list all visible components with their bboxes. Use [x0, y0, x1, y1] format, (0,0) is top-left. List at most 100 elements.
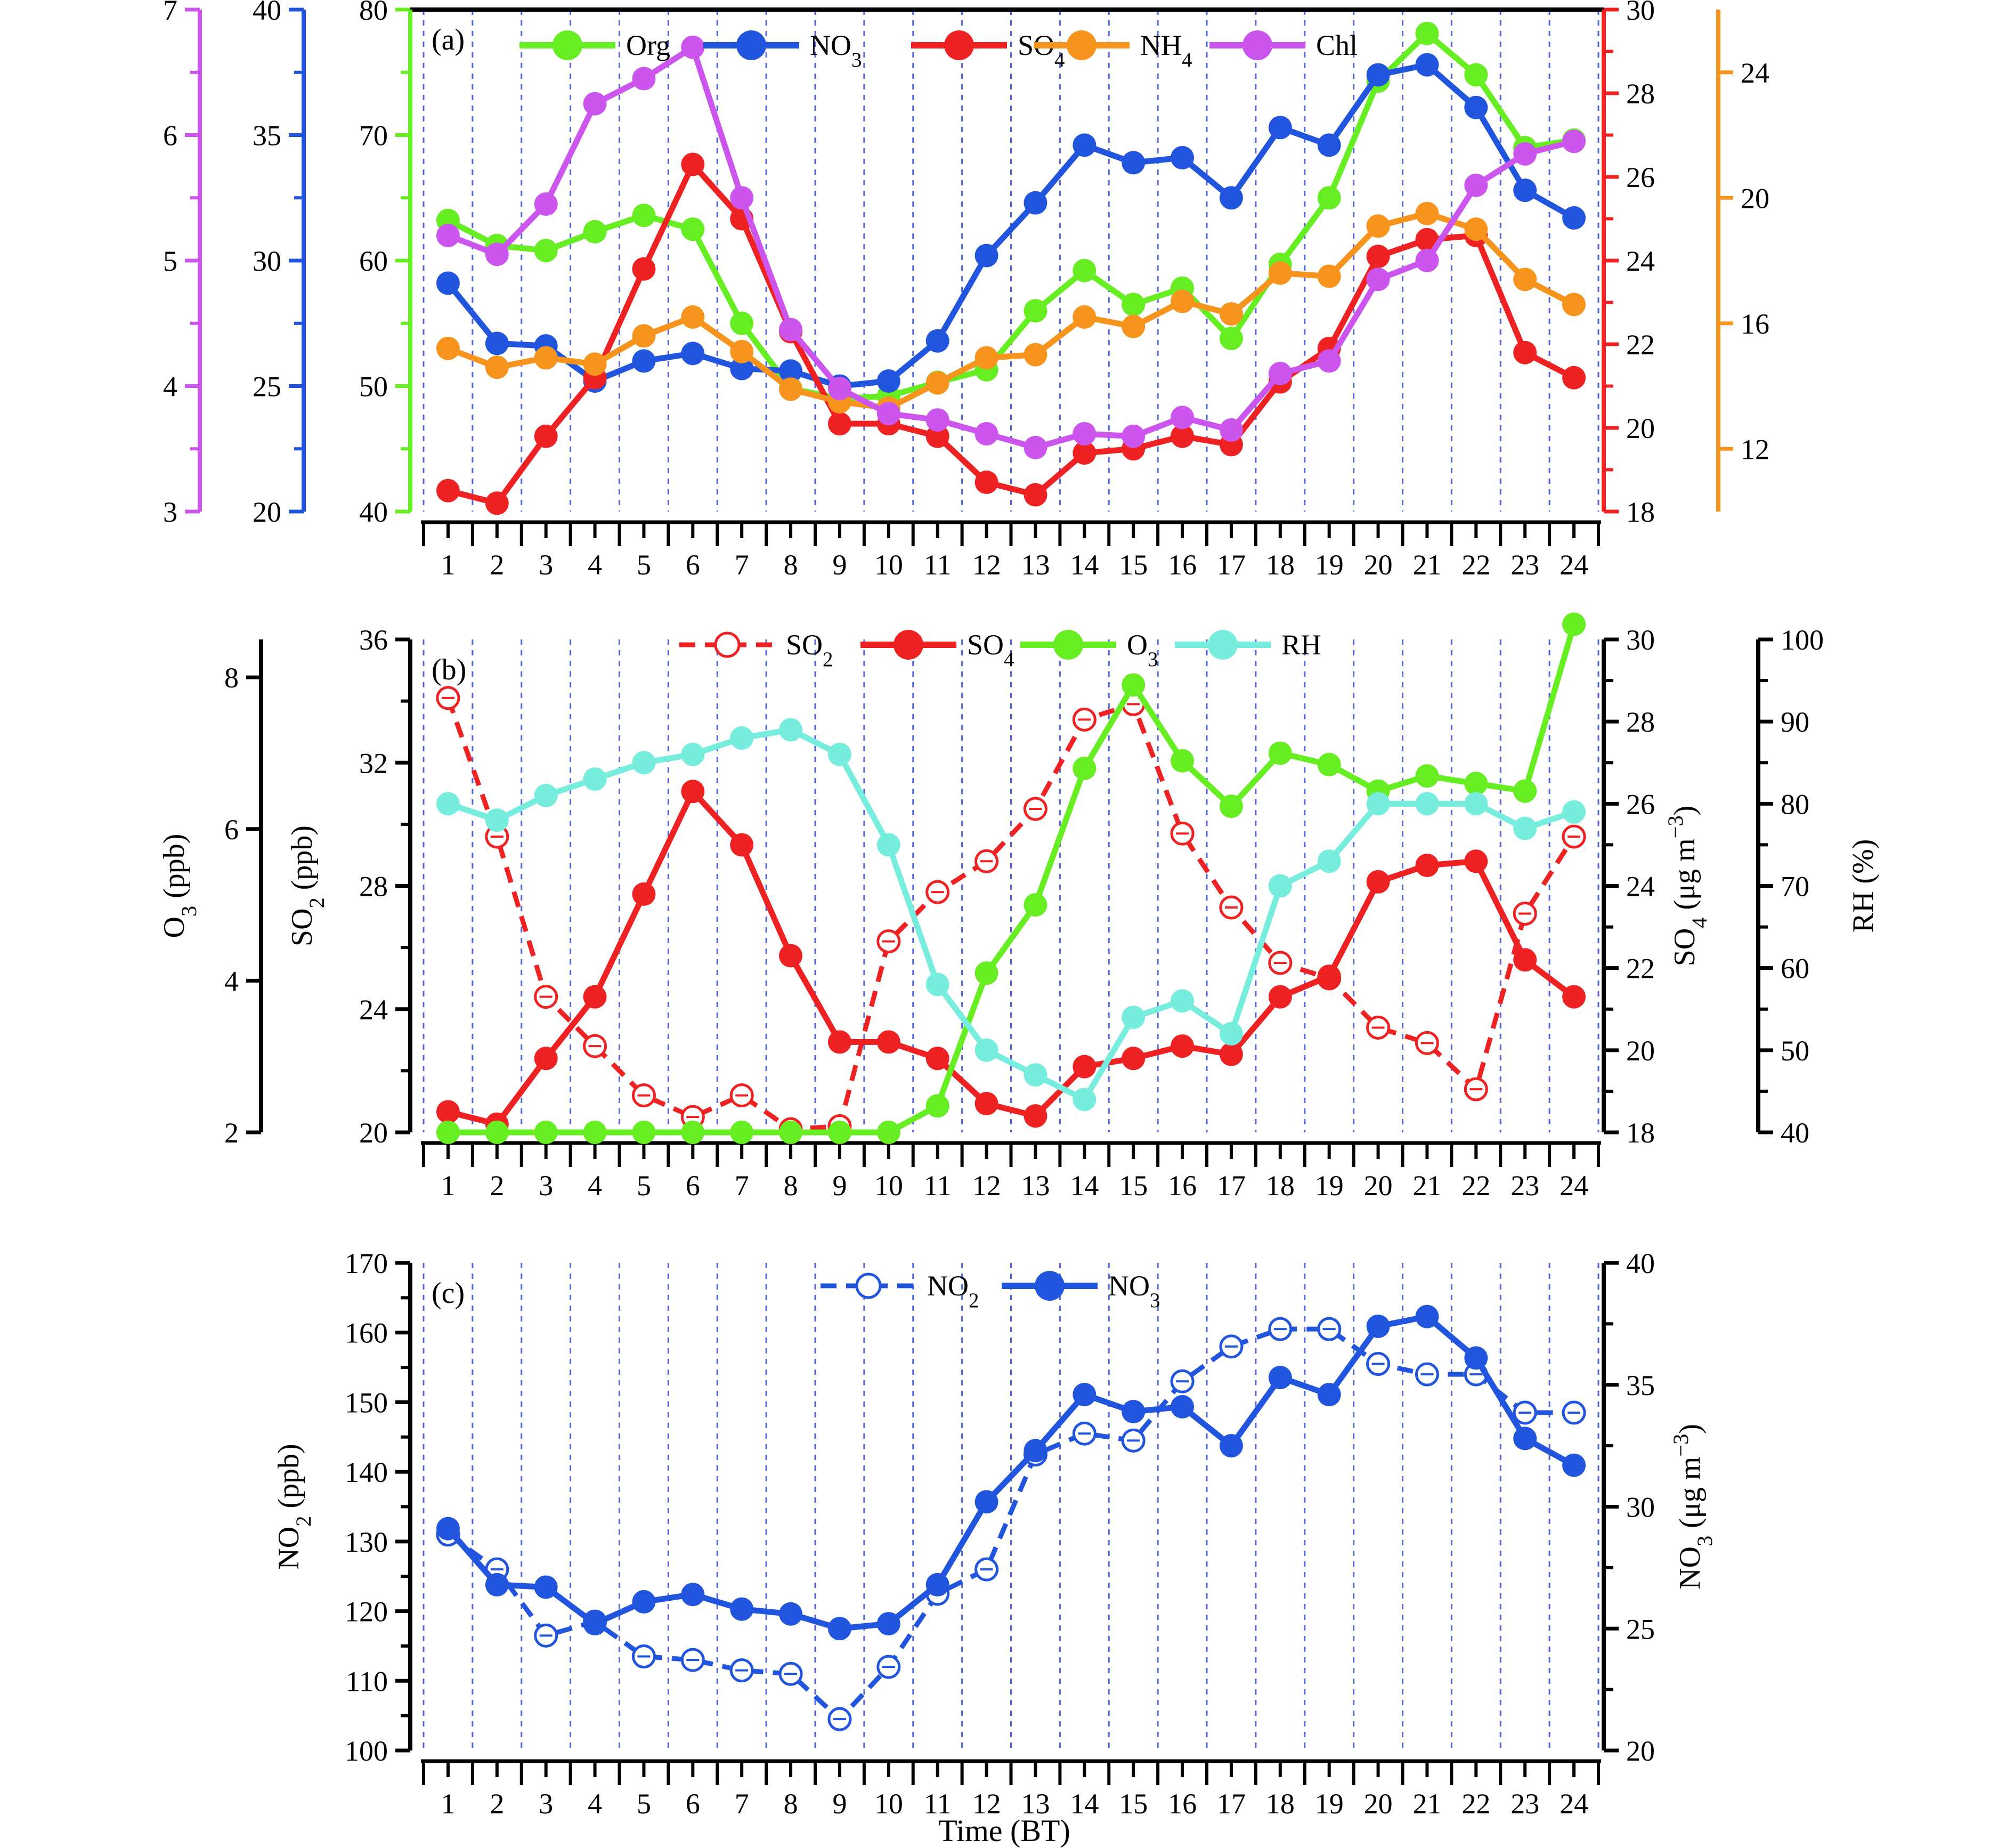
data-point-so4: [1171, 424, 1195, 448]
x-tick-label: 12: [972, 1788, 1001, 1820]
data-point-no3: [583, 1612, 607, 1636]
x-tick-label: 7: [735, 549, 749, 581]
x-tick-label: 16: [1168, 1788, 1197, 1820]
legend-marker: [1208, 630, 1238, 660]
x-tick-label: 21: [1412, 1170, 1441, 1202]
x-tick-label: 17: [1217, 1788, 1246, 1820]
data-point-rh: [436, 792, 460, 816]
data-point-org: [583, 220, 607, 244]
data-point-so4: [925, 1047, 949, 1071]
panel-label: (b): [432, 653, 466, 686]
so4-tick-label: 30: [1626, 0, 1655, 26]
data-point-rh: [1122, 1006, 1146, 1030]
data-point-so4: [1366, 870, 1390, 894]
data-point-chl: [1024, 435, 1047, 459]
rh-tick-label: 40: [1781, 1117, 1809, 1149]
data-point-so4: [583, 985, 607, 1009]
data-point-so4: [632, 257, 656, 281]
data-point-no3: [1122, 1400, 1146, 1424]
data-point-so4: [1073, 441, 1097, 465]
x-tick-label: 16: [1168, 549, 1197, 581]
x-tick-label: 13: [1021, 1170, 1050, 1202]
x-tick-label: 8: [784, 1788, 798, 1820]
data-point-no3: [1219, 186, 1243, 210]
x-tick-label: 17: [1217, 1170, 1246, 1202]
data-point-nh4: [681, 305, 705, 329]
data-point-chl: [485, 242, 509, 266]
chl-tick-label: 7: [163, 0, 177, 26]
legend-marker: [553, 30, 582, 60]
data-point-o3: [681, 1121, 705, 1144]
x-tick-label: 23: [1510, 1788, 1539, 1820]
x-tick-label: 11: [924, 1170, 952, 1202]
data-point-so4: [1073, 1055, 1097, 1079]
data-point-no3: [1171, 1395, 1195, 1419]
data-point-org: [1122, 293, 1146, 317]
o3-tick-label: 4: [224, 965, 239, 997]
data-point-so4: [779, 944, 803, 968]
data-point-o3: [1219, 795, 1243, 818]
legend-label: Org: [626, 29, 670, 61]
so4b-axis-label: SO4 (μg m−3): [1663, 806, 1711, 967]
data-point-o3: [485, 1121, 509, 1144]
data-point-chl: [534, 192, 558, 216]
x-tick-label: 13: [1021, 1788, 1050, 1820]
data-point-org: [534, 239, 558, 263]
data-point-org: [1415, 21, 1439, 45]
data-point-chl: [1122, 424, 1146, 448]
data-point-o3: [1317, 752, 1341, 776]
nh4-tick-label: 16: [1741, 308, 1769, 340]
data-point-rh: [632, 751, 656, 775]
x-tick-label: 24: [1560, 549, 1588, 581]
data-point-nh4: [730, 339, 754, 363]
data-point-no3: [632, 349, 656, 373]
legend-marker: [1067, 30, 1097, 60]
no2-tick-label: 110: [346, 1665, 388, 1697]
legend-marker: [944, 30, 974, 60]
data-point-nh4: [1268, 261, 1292, 285]
x-tick-label: 19: [1315, 1170, 1344, 1202]
so2-tick-label: 24: [359, 994, 388, 1026]
x-tick-label: 5: [637, 549, 651, 581]
data-point-chl: [974, 422, 998, 445]
data-point-no3: [1268, 1366, 1292, 1390]
data-point-so4: [1024, 1104, 1047, 1128]
data-point-org: [1317, 186, 1341, 210]
x-tick-label: 10: [874, 1170, 903, 1202]
no2-axis-label: NO2 (ppb): [272, 1444, 315, 1569]
so2-tick-label: 20: [359, 1117, 388, 1149]
data-point-chl: [1171, 406, 1195, 429]
no2-tick-label: 160: [345, 1317, 388, 1349]
x-tick-label: 1: [441, 1170, 455, 1202]
data-point-so4: [1122, 1047, 1146, 1071]
so4-tick-label: 24: [1626, 245, 1655, 277]
data-point-no3: [876, 1612, 900, 1636]
data-point-no3: [974, 1490, 998, 1514]
data-point-no3: [1317, 1383, 1341, 1407]
data-point-o3: [632, 1121, 656, 1144]
rh-axis-label: RH (%): [1847, 839, 1880, 933]
data-point-no3: [1562, 1453, 1586, 1477]
data-point-o3: [1513, 779, 1537, 803]
data-point-o3: [1268, 741, 1292, 765]
org-tick-label: 40: [359, 496, 388, 528]
data-point-o3: [583, 1121, 607, 1144]
x-tick-label: 14: [1070, 1170, 1099, 1202]
data-point-so4: [632, 882, 656, 906]
data-point-o3: [1024, 893, 1047, 917]
x-tick-label: 6: [686, 1170, 700, 1202]
legend-label: O3: [1127, 629, 1158, 671]
data-point-no3: [1513, 179, 1537, 202]
data-point-no3: [1415, 1304, 1439, 1328]
x-axis-title: Time (BT): [938, 1813, 1070, 1848]
no2-tick-label: 150: [345, 1387, 388, 1419]
legend-marker: [855, 1272, 882, 1299]
rh-tick-label: 50: [1781, 1035, 1809, 1067]
x-tick-label: 11: [924, 1788, 952, 1820]
data-point-nh4: [485, 355, 509, 379]
data-point-no3: [485, 1573, 509, 1596]
data-point-no3: [1024, 1439, 1047, 1463]
no2-tick-label: 130: [345, 1526, 388, 1558]
data-point-org: [632, 204, 656, 228]
